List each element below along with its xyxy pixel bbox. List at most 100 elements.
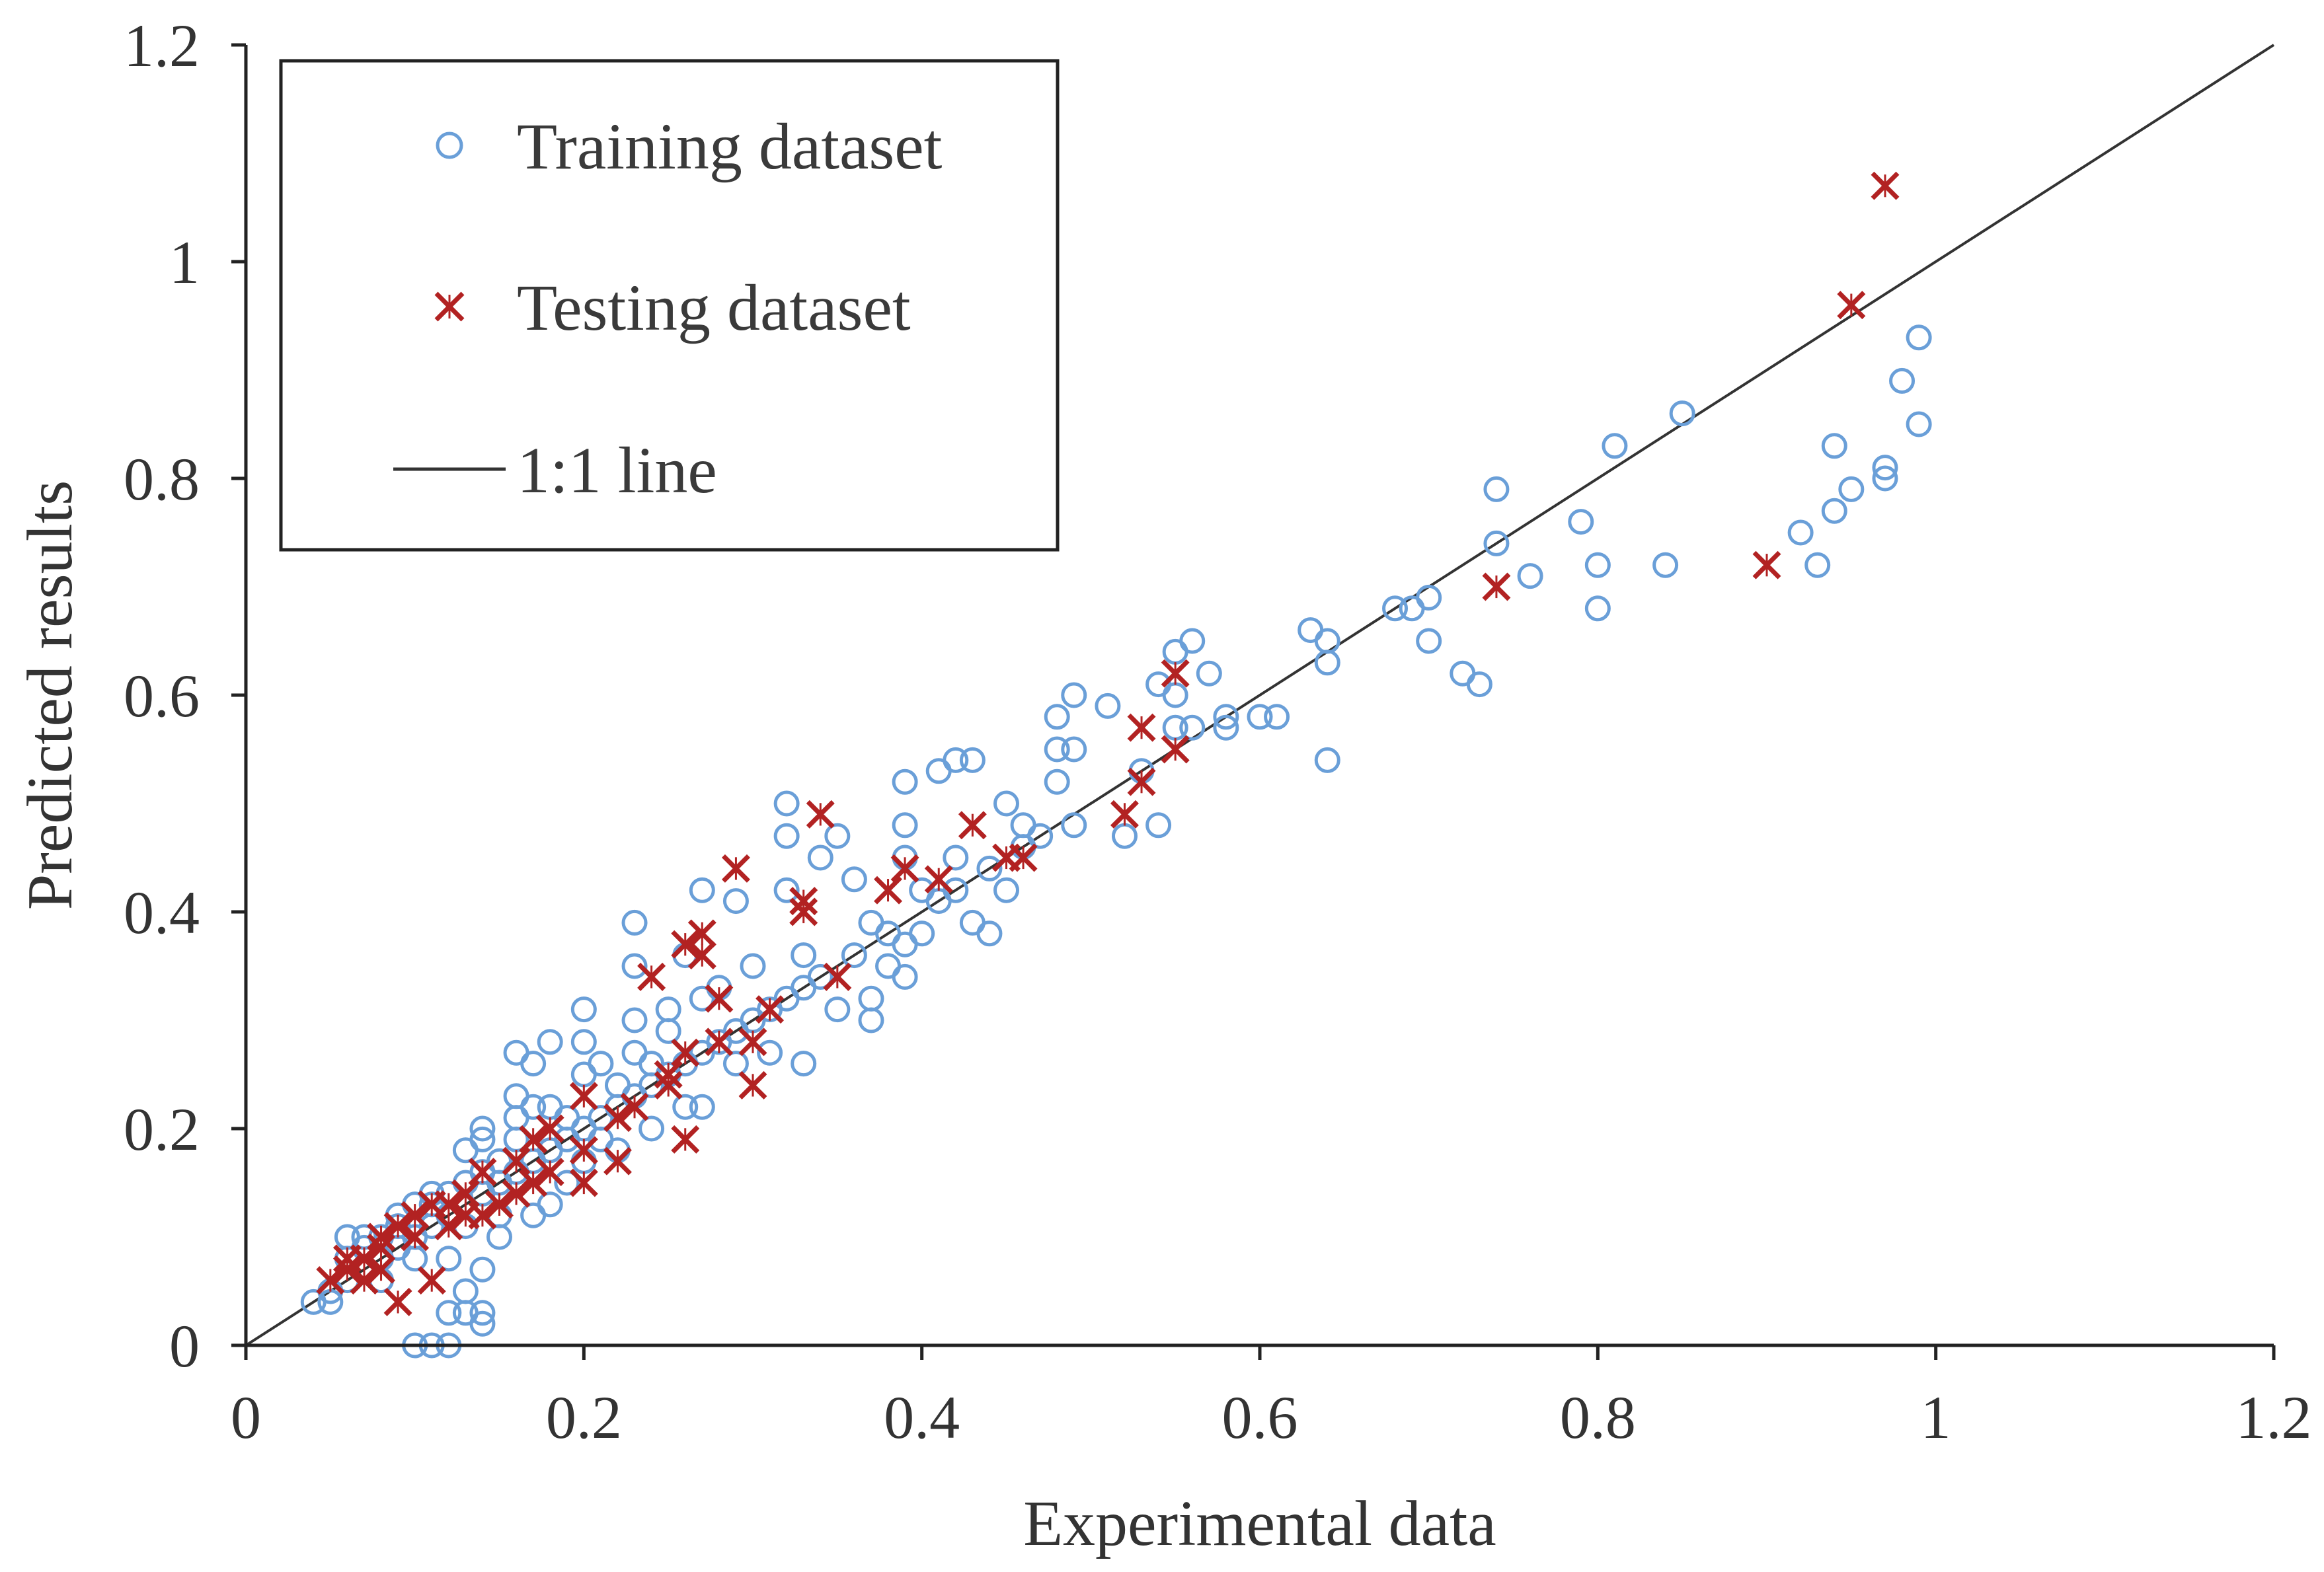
testing-point	[1127, 713, 1156, 742]
training-point	[824, 823, 851, 849]
testing-point	[569, 1082, 598, 1111]
training-point	[570, 1029, 597, 1055]
training-point	[1838, 476, 1865, 502]
testing-point	[535, 1114, 564, 1143]
testing-point	[874, 876, 903, 905]
training-point	[1314, 628, 1340, 654]
training-point	[1314, 747, 1340, 773]
training-point	[892, 963, 918, 990]
testing-point	[350, 1244, 379, 1273]
legend-entry: 1:1 line	[393, 433, 717, 507]
testing-point	[367, 1255, 396, 1284]
training-point	[909, 920, 935, 947]
testing-point	[519, 1168, 548, 1197]
plot-area	[245, 44, 2275, 1359]
testing-point	[383, 1287, 412, 1316]
testing-point	[924, 865, 953, 894]
testing-point	[654, 1070, 683, 1100]
training-point	[1416, 628, 1442, 654]
training-point	[773, 877, 800, 903]
testing-point	[721, 854, 750, 883]
training-point	[892, 768, 918, 795]
training-point	[1162, 682, 1188, 708]
testing-point	[401, 1201, 430, 1230]
training-point	[1196, 660, 1222, 687]
training-point	[1399, 595, 1425, 622]
one-to-one-line	[245, 44, 2275, 1347]
training-point	[1906, 324, 1932, 351]
testing-point	[367, 1222, 396, 1252]
training-point	[875, 953, 902, 979]
testing-point	[603, 1146, 632, 1176]
x-tick-label: 0.4	[884, 1384, 960, 1451]
training-point	[976, 920, 1003, 947]
testing-point	[519, 1125, 548, 1154]
training-point	[469, 1310, 496, 1337]
legend-entry: Training dataset	[436, 110, 943, 183]
training-point	[1821, 433, 1847, 459]
training-point	[892, 931, 918, 957]
testing-point	[1161, 659, 1190, 688]
testing-point	[569, 1136, 598, 1165]
training-point	[503, 1105, 529, 1131]
training-point	[621, 1007, 648, 1033]
training-point	[1602, 433, 1628, 459]
training-point	[520, 1094, 547, 1120]
testing-point	[671, 1038, 700, 1067]
training-point	[791, 942, 817, 969]
y-axis-title: Predicted results	[15, 480, 86, 910]
y-tick-label: 0.2	[124, 1096, 200, 1163]
training-point	[807, 844, 833, 871]
testing-point	[316, 1266, 345, 1295]
training-point	[520, 1051, 547, 1077]
training-point	[892, 812, 918, 839]
training-point	[554, 1170, 580, 1196]
training-point	[1906, 411, 1932, 437]
training-point	[1044, 736, 1070, 763]
training-point	[689, 1094, 715, 1120]
training-point	[993, 790, 1019, 817]
y-tick-label: 1.2	[124, 12, 200, 79]
training-point	[943, 877, 969, 903]
x-tick-label: 0	[231, 1384, 261, 1451]
legend-marker-cross	[434, 291, 465, 322]
testing-point	[569, 1168, 598, 1197]
testing-series	[316, 171, 1900, 1316]
legend: Training dataset Testing dataset 1:1 line	[279, 59, 1060, 552]
y-tick-label: 0.8	[124, 445, 200, 513]
training-point	[1787, 519, 1814, 546]
training-point	[1213, 714, 1239, 741]
testing-point	[738, 1070, 767, 1100]
training-point	[469, 1115, 496, 1142]
training-point	[959, 909, 986, 936]
training-point	[1179, 714, 1206, 741]
testing-point	[1110, 800, 1139, 829]
training-point	[655, 996, 681, 1023]
testing-point	[502, 1146, 531, 1176]
testing-point	[535, 1158, 564, 1187]
training-point	[1314, 650, 1340, 676]
training-point	[1044, 768, 1070, 795]
x-tick-label: 0.6	[1222, 1384, 1298, 1451]
training-point	[436, 1246, 462, 1272]
training-point	[1584, 552, 1611, 578]
training-point	[1416, 584, 1442, 611]
testing-point	[637, 962, 666, 991]
training-point	[1568, 509, 1594, 535]
y-tick-label: 0	[169, 1312, 200, 1380]
testing-point	[738, 1028, 767, 1057]
training-point	[1872, 455, 1898, 481]
testing-point	[485, 1190, 514, 1219]
training-point	[722, 1051, 749, 1077]
training-point	[1804, 552, 1831, 578]
testing-point	[755, 995, 785, 1024]
training-point	[452, 1137, 479, 1164]
training-point	[537, 1191, 563, 1218]
y-tick-label: 0.4	[124, 879, 200, 946]
testing-point	[1482, 572, 1511, 601]
legend-marker-circle	[436, 131, 463, 159]
training-point	[841, 866, 867, 893]
testing-point	[451, 1179, 480, 1208]
